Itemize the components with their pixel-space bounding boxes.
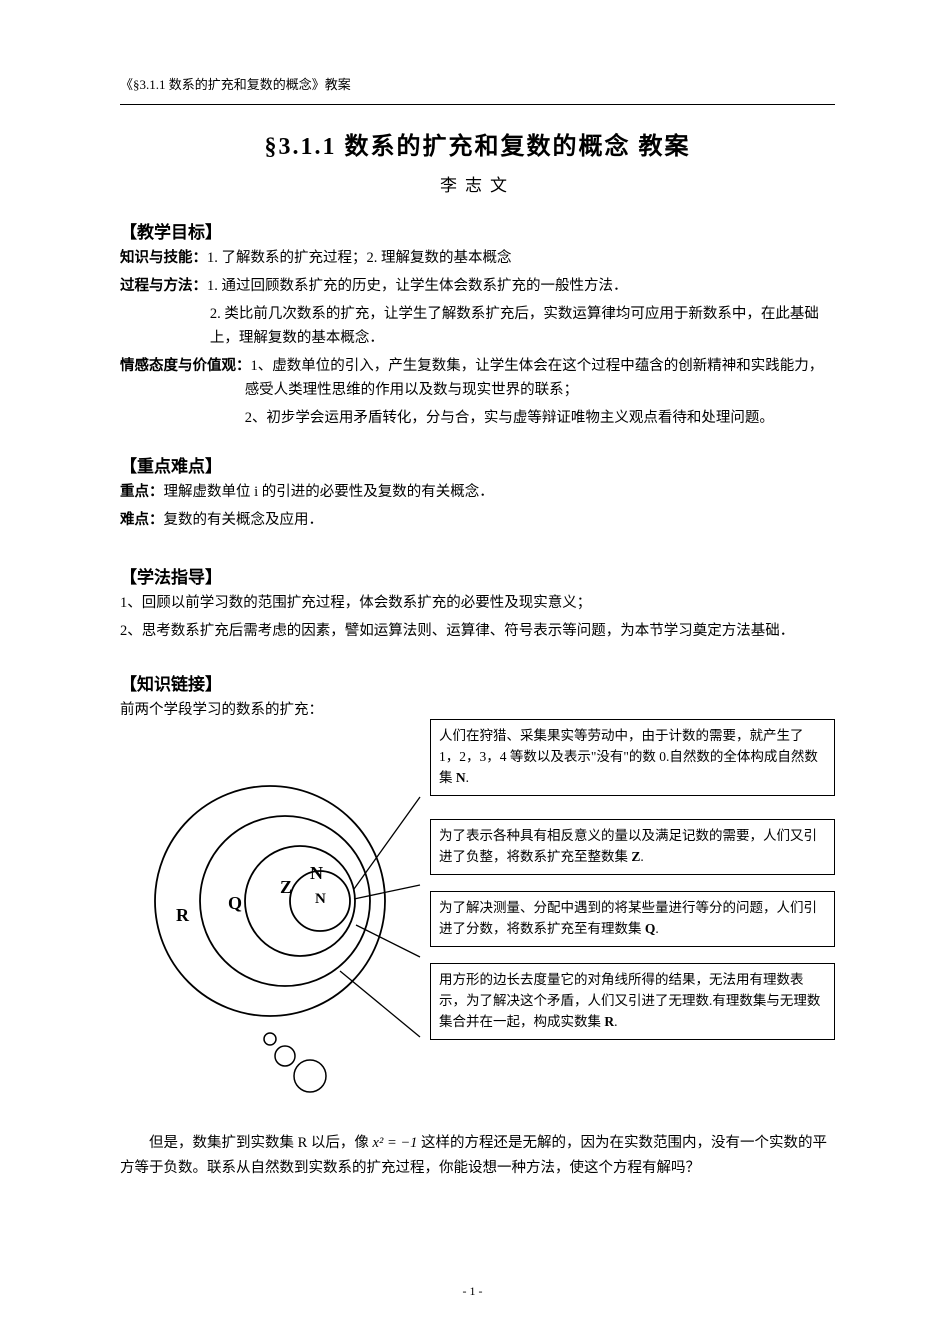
- method-line2: 2、思考数系扩充后需考虑的因素，譬如运算法则、运算律、符号表示等问题，为本节学习…: [120, 620, 835, 644]
- svg-text:N: N: [315, 891, 326, 907]
- affect-label: 情感态度与价值观：: [120, 358, 251, 374]
- page-number: - 1 -: [0, 1284, 945, 1299]
- section-method-head: 【学法指导】: [120, 563, 835, 588]
- key-text: 理解虚数单位 i 的引进的必要性及复数的有关概念．: [164, 484, 494, 500]
- section-goal-head: 【教学目标】: [120, 218, 835, 243]
- knowledge-text: 1. 了解数系的扩充过程；2. 理解复数的基本概念: [207, 250, 512, 266]
- knowledge-label: 知识与技能：: [120, 250, 207, 266]
- goal-process-1: 过程与方法：1. 通过回顾数系扩充的历史，让学生体会数系扩充的一般性方法．: [120, 275, 835, 299]
- goal-affect-1: 情感态度与价值观：1、虚数单位的引入，产生复数集，让学生体会在这个过程中蕴含的创…: [120, 355, 835, 403]
- goal-knowledge: 知识与技能：1. 了解数系的扩充过程；2. 理解复数的基本概念: [120, 247, 835, 271]
- diff-text: 复数的有关概念及应用．: [164, 512, 324, 528]
- svg-text:Q: Q: [228, 893, 242, 913]
- svg-text:Z: Z: [280, 877, 292, 897]
- callout-box-3: 用方形的边长去度量它的对角线所得的结果，无法用有理数表示，为了解决这个矛盾，人们…: [430, 963, 835, 1040]
- key-label: 重点：: [120, 484, 164, 500]
- key-point: 重点：理解虚数单位 i 的引进的必要性及复数的有关概念．: [120, 481, 835, 505]
- callout-box-0: 人们在狩猎、采集果实等劳动中，由于计数的需要，就产生了 1，2，3，4 等数以及…: [430, 719, 835, 796]
- header-rule: [120, 104, 835, 105]
- goal-process-2: 2. 类比前几次数系的扩充，让学生了解数系扩充后，实数运算律均可应用于新数系中，…: [120, 303, 835, 351]
- goal-affect-2: 2、初步学会运用矛盾转化，分与合，实与虚等辩证唯物主义观点看待和处理问题。: [120, 407, 835, 431]
- method-line1: 1、回顾以前学习数的范围扩充过程，体会数系扩充的必要性及现实意义；: [120, 592, 835, 616]
- svg-text:N: N: [310, 863, 323, 883]
- section-link-head: 【知识链接】: [120, 670, 835, 695]
- document-author: 李志文: [120, 171, 835, 196]
- callout-box-1: 为了表示各种具有相反意义的量以及满足记数的需要，人们又引进了负整，将数系扩充至整…: [430, 819, 835, 875]
- diff-label: 难点：: [120, 512, 164, 528]
- process-label: 过程与方法：: [120, 278, 207, 294]
- thought-bubble: x² = −1 ， x = ?: [120, 1031, 840, 1141]
- process-line1: 1. 通过回顾数系扩充的历史，让学生体会数系扩充的一般性方法．: [207, 278, 628, 294]
- affect-line1: 1、虚数单位的引入，产生复数集，让学生体会在这个过程中蕴含的创新精神和实践能力，…: [245, 358, 824, 398]
- running-head: 《§3.1.1 数系的扩充和复数的概念》教案: [120, 74, 351, 93]
- document-title: §3.1.1 数系的扩充和复数的概念 教案: [120, 126, 835, 161]
- svg-text:R: R: [176, 905, 190, 925]
- section-key-head: 【重点难点】: [120, 452, 835, 477]
- callout-box-2: 为了解决测量、分配中遇到的将某些量进行等分的问题，人们引进了分数，将数系扩充至有…: [430, 891, 835, 947]
- knowledge-diagram-area: NZQRN 人们在狩猎、采集果实等劳动中，由于计数的需要，就产生了 1，2，3，…: [120, 731, 835, 1131]
- document-page: 《§3.1.1 数系的扩充和复数的概念》教案 §3.1.1 数系的扩充和复数的概…: [0, 0, 945, 1337]
- difficult-point: 难点：复数的有关概念及应用．: [120, 509, 835, 533]
